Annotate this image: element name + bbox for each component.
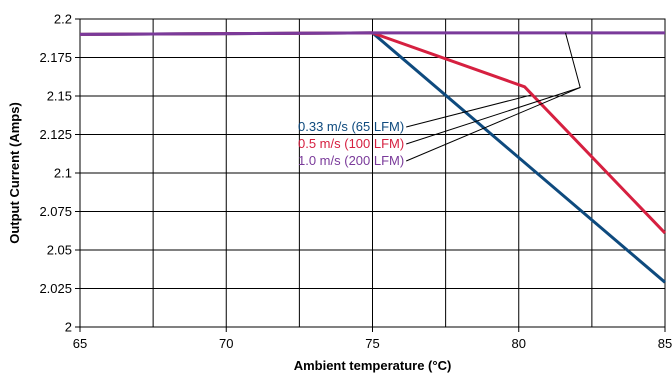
x-tick-label: 70 [219, 336, 233, 351]
y-tick-label: 2.05 [47, 243, 72, 258]
series-line-3 [79, 31, 665, 36]
plot-frame [75, 18, 666, 332]
y-tick-label: 2.1 [54, 166, 72, 181]
x-tick-labels: 65 70 75 80 85 [73, 336, 672, 351]
legend-leader-line-2 [406, 87, 581, 145]
y-tick-labels: 2 2.025 2.05 2.075 2.1 2.125 2.15 2.175 2.2 [39, 12, 72, 335]
x-tick-label: 75 [365, 336, 379, 351]
y-tick-label: 2.025 [39, 281, 72, 296]
y-axis-title: Output Current (Amps) [7, 102, 22, 244]
y-tick-label: 2.125 [39, 127, 72, 142]
legend-leader-line-1 [406, 94, 531, 128]
x-tick-label: 65 [73, 336, 87, 351]
legend-leader-line-3 [406, 32, 581, 162]
y-tick-label: 2.075 [39, 204, 72, 219]
y-tick-label: 2.15 [47, 89, 72, 104]
legend-entry-1: 0.33 m/s (65 LFM) [298, 119, 404, 134]
y-tick-label: 2.175 [39, 50, 72, 65]
y-tick-label: 2.2 [54, 12, 72, 27]
legend-leader-lines [406, 32, 581, 162]
y-tick-label: 2 [65, 320, 72, 335]
x-axis-title: Ambient temperature (°C) [294, 358, 452, 373]
grid-lines [79, 18, 666, 328]
legend-entry-2: 0.5 m/s (100 LFM) [298, 136, 404, 151]
x-tick-label: 85 [658, 336, 672, 351]
x-tick-label: 80 [512, 336, 526, 351]
legend-entry-3: 1.0 m/s (200 LFM) [298, 153, 404, 168]
legend: 0.33 m/s (65 LFM) 0.5 m/s (100 LFM) 1.0 m/… [298, 119, 404, 168]
series-lines [79, 31, 667, 284]
